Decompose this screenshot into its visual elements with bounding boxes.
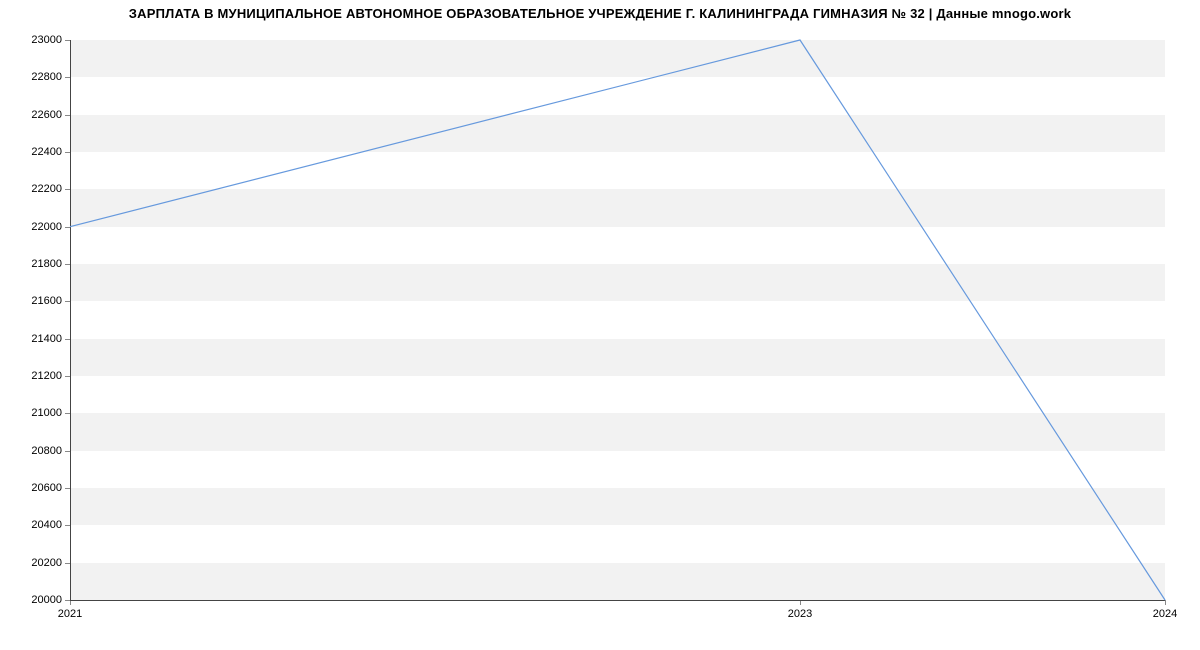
y-axis-label: 20800 xyxy=(12,445,62,457)
y-axis-label: 23000 xyxy=(12,34,62,46)
salary-line xyxy=(70,40,1165,600)
y-axis-label: 21400 xyxy=(12,333,62,345)
y-axis-label: 21000 xyxy=(12,407,62,419)
y-axis-label: 20600 xyxy=(12,482,62,494)
y-axis-label: 20400 xyxy=(12,519,62,531)
y-axis-label: 20200 xyxy=(12,557,62,569)
x-axis-line xyxy=(70,600,1165,601)
y-axis-label: 22000 xyxy=(12,221,62,233)
line-series xyxy=(70,40,1165,600)
x-tick xyxy=(1165,600,1166,605)
plot-area: 2000020200204002060020800210002120021400… xyxy=(70,40,1165,600)
y-axis-label: 21600 xyxy=(12,295,62,307)
y-axis-label: 22200 xyxy=(12,183,62,195)
chart-title: ЗАРПЛАТА В МУНИЦИПАЛЬНОЕ АВТОНОМНОЕ ОБРА… xyxy=(0,6,1200,21)
y-axis-label: 21200 xyxy=(12,370,62,382)
x-axis-label: 2023 xyxy=(788,608,812,620)
y-axis-label: 22800 xyxy=(12,71,62,83)
y-axis-label: 21800 xyxy=(12,258,62,270)
y-axis-label: 22600 xyxy=(12,109,62,121)
x-axis-label: 2021 xyxy=(58,608,82,620)
x-axis-label: 2024 xyxy=(1153,608,1177,620)
y-axis-label: 22400 xyxy=(12,146,62,158)
chart-container: ЗАРПЛАТА В МУНИЦИПАЛЬНОЕ АВТОНОМНОЕ ОБРА… xyxy=(0,0,1200,650)
y-axis-label: 20000 xyxy=(12,594,62,606)
